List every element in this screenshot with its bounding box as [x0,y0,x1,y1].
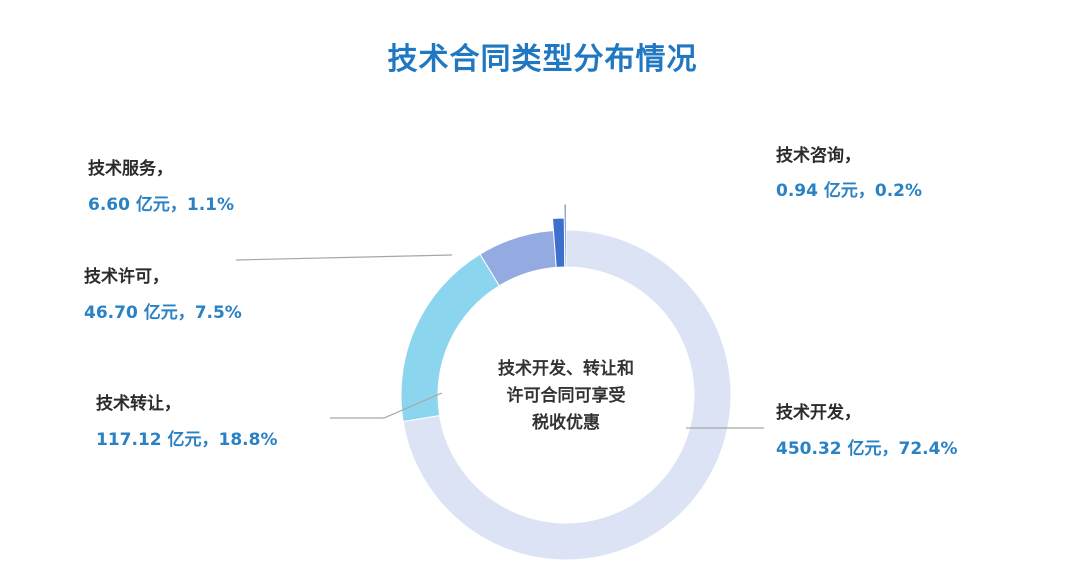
slice-name-label-3: 技术许可， [84,266,169,287]
slice-1 [402,229,732,561]
leader-line-3 [235,254,453,261]
chart-title: 技术合同类型分布情况 [387,42,698,77]
slice-value-label-2: 117.12 亿元，18.8% [96,429,278,450]
slice-name-label-2: 技术转让， [96,393,181,414]
slice-2 [400,253,500,423]
center-label-line-3: 税收优惠 [532,412,600,433]
donut-slices [400,203,732,561]
slice-value-label-3: 46.70 亿元，7.5% [84,302,242,323]
leader-lines [235,254,764,429]
slice-name-label-4: 技术服务， [88,158,173,179]
slice-5 [563,203,567,268]
slice-value-label-5: 0.94 亿元，0.2% [776,180,922,201]
slice-value-label-4: 6.60 亿元，1.1% [88,194,234,215]
leader-line-2 [330,392,443,419]
slice-name-label-1: 技术开发， [776,402,861,423]
slice-labels: 技术开发， 450.32 亿元，72.4% 技术转让， 117.12 亿元，18.8%… [84,145,958,459]
center-label-line-1: 技术开发、转让和 [498,358,634,379]
slice-value-label-1: 450.32 亿元，72.4% [776,438,958,459]
slice-name-label-5: 技术咨询， [776,145,861,166]
center-label-line-2: 许可合同可享受 [507,385,626,406]
